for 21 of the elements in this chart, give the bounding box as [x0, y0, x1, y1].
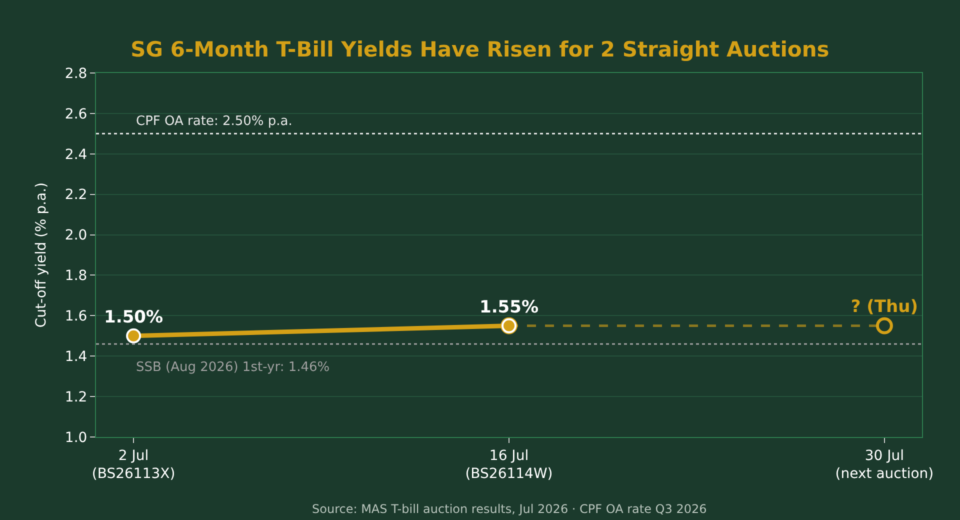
y-tick-label: 2.6 — [64, 106, 88, 122]
source-note: Source: MAS T-bill auction results, Jul 2026 · CPF OA rate Q3 2026 — [312, 502, 707, 516]
y-tick-label: 2.2 — [64, 187, 88, 204]
data-label: 1.50% — [104, 308, 164, 328]
ref-line-label: SSB (Aug 2026) 1st-yr: 1.46% — [136, 360, 330, 375]
data-label: ? (Thu) — [850, 296, 918, 317]
chart-title: SG 6-Month T-Bill Yields Have Risen for 2 Straight Auctions — [130, 37, 830, 62]
x-tick-label: 30 Jul (next auction) — [835, 448, 934, 482]
data-label: 1.55% — [480, 297, 538, 318]
y-tick-label: 1.4 — [64, 349, 88, 366]
y-axis-title: Cut-off yield (% p.a.) — [34, 182, 50, 328]
y-tick-label: 2.8 — [64, 66, 88, 82]
ref-line-label: CPF OA rate: 2.50% p.a. — [136, 114, 292, 129]
x-tick-label: 16 Jul (BS26114W) — [465, 448, 553, 482]
x-tick-label: 2 Jul (BS26113X) — [92, 448, 176, 482]
y-tick-label: 2.4 — [64, 146, 88, 163]
y-tick-label: 1.2 — [64, 389, 88, 406]
y-tick-label: 1.0 — [64, 430, 88, 446]
y-tick-label: 1.8 — [64, 268, 88, 284]
y-tick-label: 2.0 — [64, 228, 88, 244]
y-tick-label: 1.6 — [64, 308, 88, 325]
